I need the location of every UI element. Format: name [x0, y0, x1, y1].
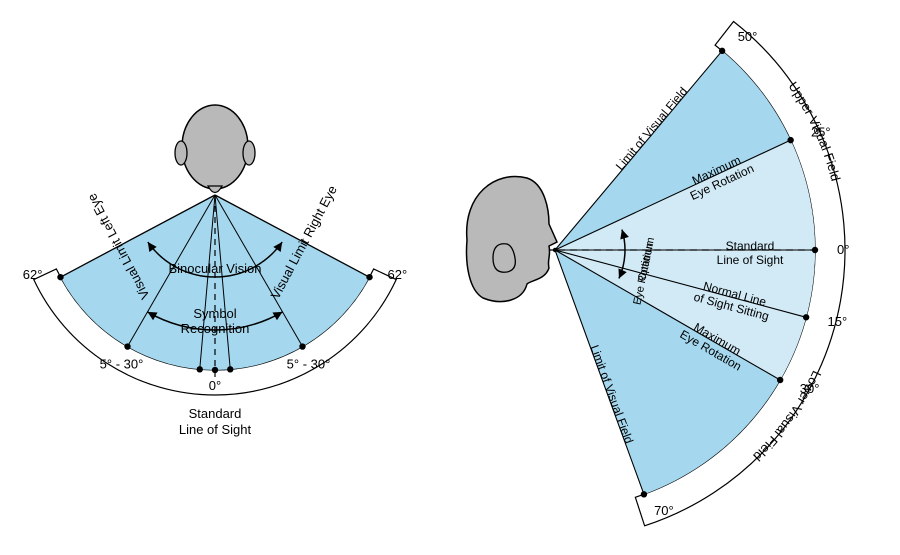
angle-label: 0° [209, 378, 221, 393]
tick-dot [57, 274, 63, 280]
tick-dot [366, 274, 372, 280]
binocular-label: Binocular Vision [169, 261, 262, 276]
head-side-view [467, 177, 558, 302]
angle-label: 62° [23, 267, 43, 282]
angle-label: 5° - 30° [287, 357, 331, 372]
angle-label: 62° [388, 267, 408, 282]
tick-dot [719, 48, 725, 54]
symbol-label: Recognition [181, 321, 250, 336]
tick-dot [812, 247, 818, 253]
angle-label: 15° [828, 314, 848, 329]
ray-label: Standard [726, 239, 775, 253]
ray-label: Line of Sight [717, 253, 784, 267]
angle-label: 0° [837, 242, 849, 257]
angle-label: 70° [654, 503, 674, 518]
tick-dot [197, 366, 203, 372]
std-los-label: Standard [189, 406, 242, 421]
tick-dot [212, 367, 218, 373]
tick-dot [641, 491, 647, 497]
tick-dot [227, 366, 233, 372]
symbol-label: Symbol [193, 306, 236, 321]
tick-dot [803, 314, 809, 320]
tick-dot [777, 377, 783, 383]
angle-label: 5° - 30° [100, 357, 144, 372]
head-top-view [175, 105, 255, 193]
tick-dot [299, 343, 305, 349]
tick-dot [787, 137, 793, 143]
visual-field-diagram: 62°62°0°5° - 30°5° - 30°Visual Limit Lef… [0, 0, 900, 555]
std-los-label: Line of Sight [179, 422, 252, 437]
tick-dot [124, 343, 130, 349]
angle-label: 50° [738, 29, 758, 44]
